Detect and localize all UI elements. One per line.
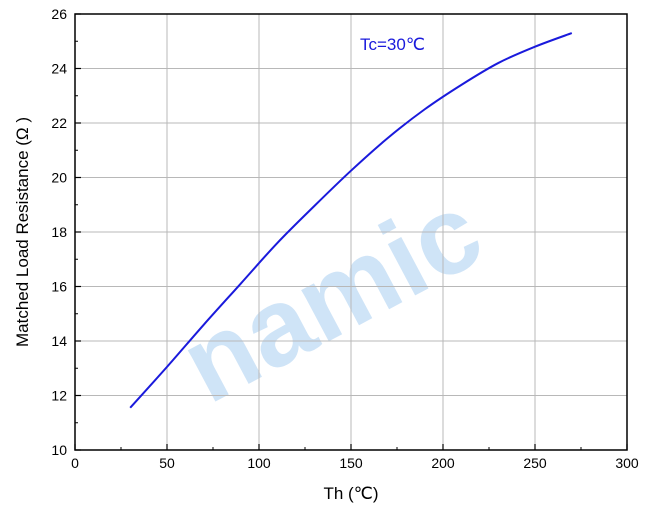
x-tick-label: 300: [615, 455, 639, 471]
y-tick-label: 10: [51, 442, 67, 458]
x-tick-label: 200: [431, 455, 455, 471]
y-tick-label: 26: [51, 6, 67, 22]
watermark: namic: [162, 168, 500, 426]
y-tick-label: 12: [51, 388, 67, 404]
y-tick-label: 20: [51, 170, 67, 186]
x-tick-label: 0: [71, 455, 79, 471]
annotation-label: Tc=30℃: [360, 35, 425, 54]
y-tick-label: 18: [51, 224, 67, 240]
x-tick-label: 150: [339, 455, 363, 471]
y-tick-label: 16: [51, 279, 67, 295]
x-tick-label: 250: [523, 455, 547, 471]
y-tick-labels: 10 12 14 16 18 20 22 24 26: [51, 6, 67, 458]
x-axis-title: Th (℃): [324, 484, 379, 503]
x-tick-label: 100: [247, 455, 271, 471]
series-line: [129, 32, 573, 409]
y-tick-label: 24: [51, 61, 67, 77]
grid-lines: [75, 14, 627, 450]
y-tick-label: 22: [51, 115, 67, 131]
y-axis-title: Matched Load Resistance (Ω ): [13, 117, 32, 347]
x-tick-label: 50: [159, 455, 175, 471]
axis-ticks: [74, 13, 628, 451]
y-tick-label: 14: [51, 333, 67, 349]
x-tick-labels: 0 50 100 150 200 250 300: [71, 455, 639, 471]
